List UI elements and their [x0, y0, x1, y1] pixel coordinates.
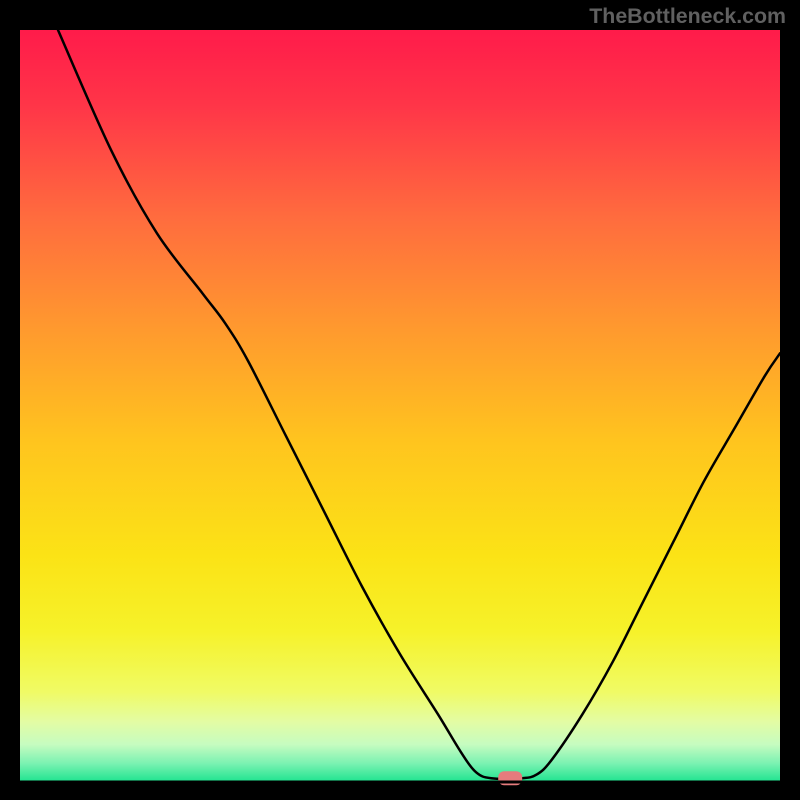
chart-container: TheBottleneck.com — [0, 0, 800, 800]
plot-background — [20, 30, 780, 782]
bottleneck-chart — [0, 0, 800, 800]
watermark-text: TheBottleneck.com — [589, 4, 786, 29]
